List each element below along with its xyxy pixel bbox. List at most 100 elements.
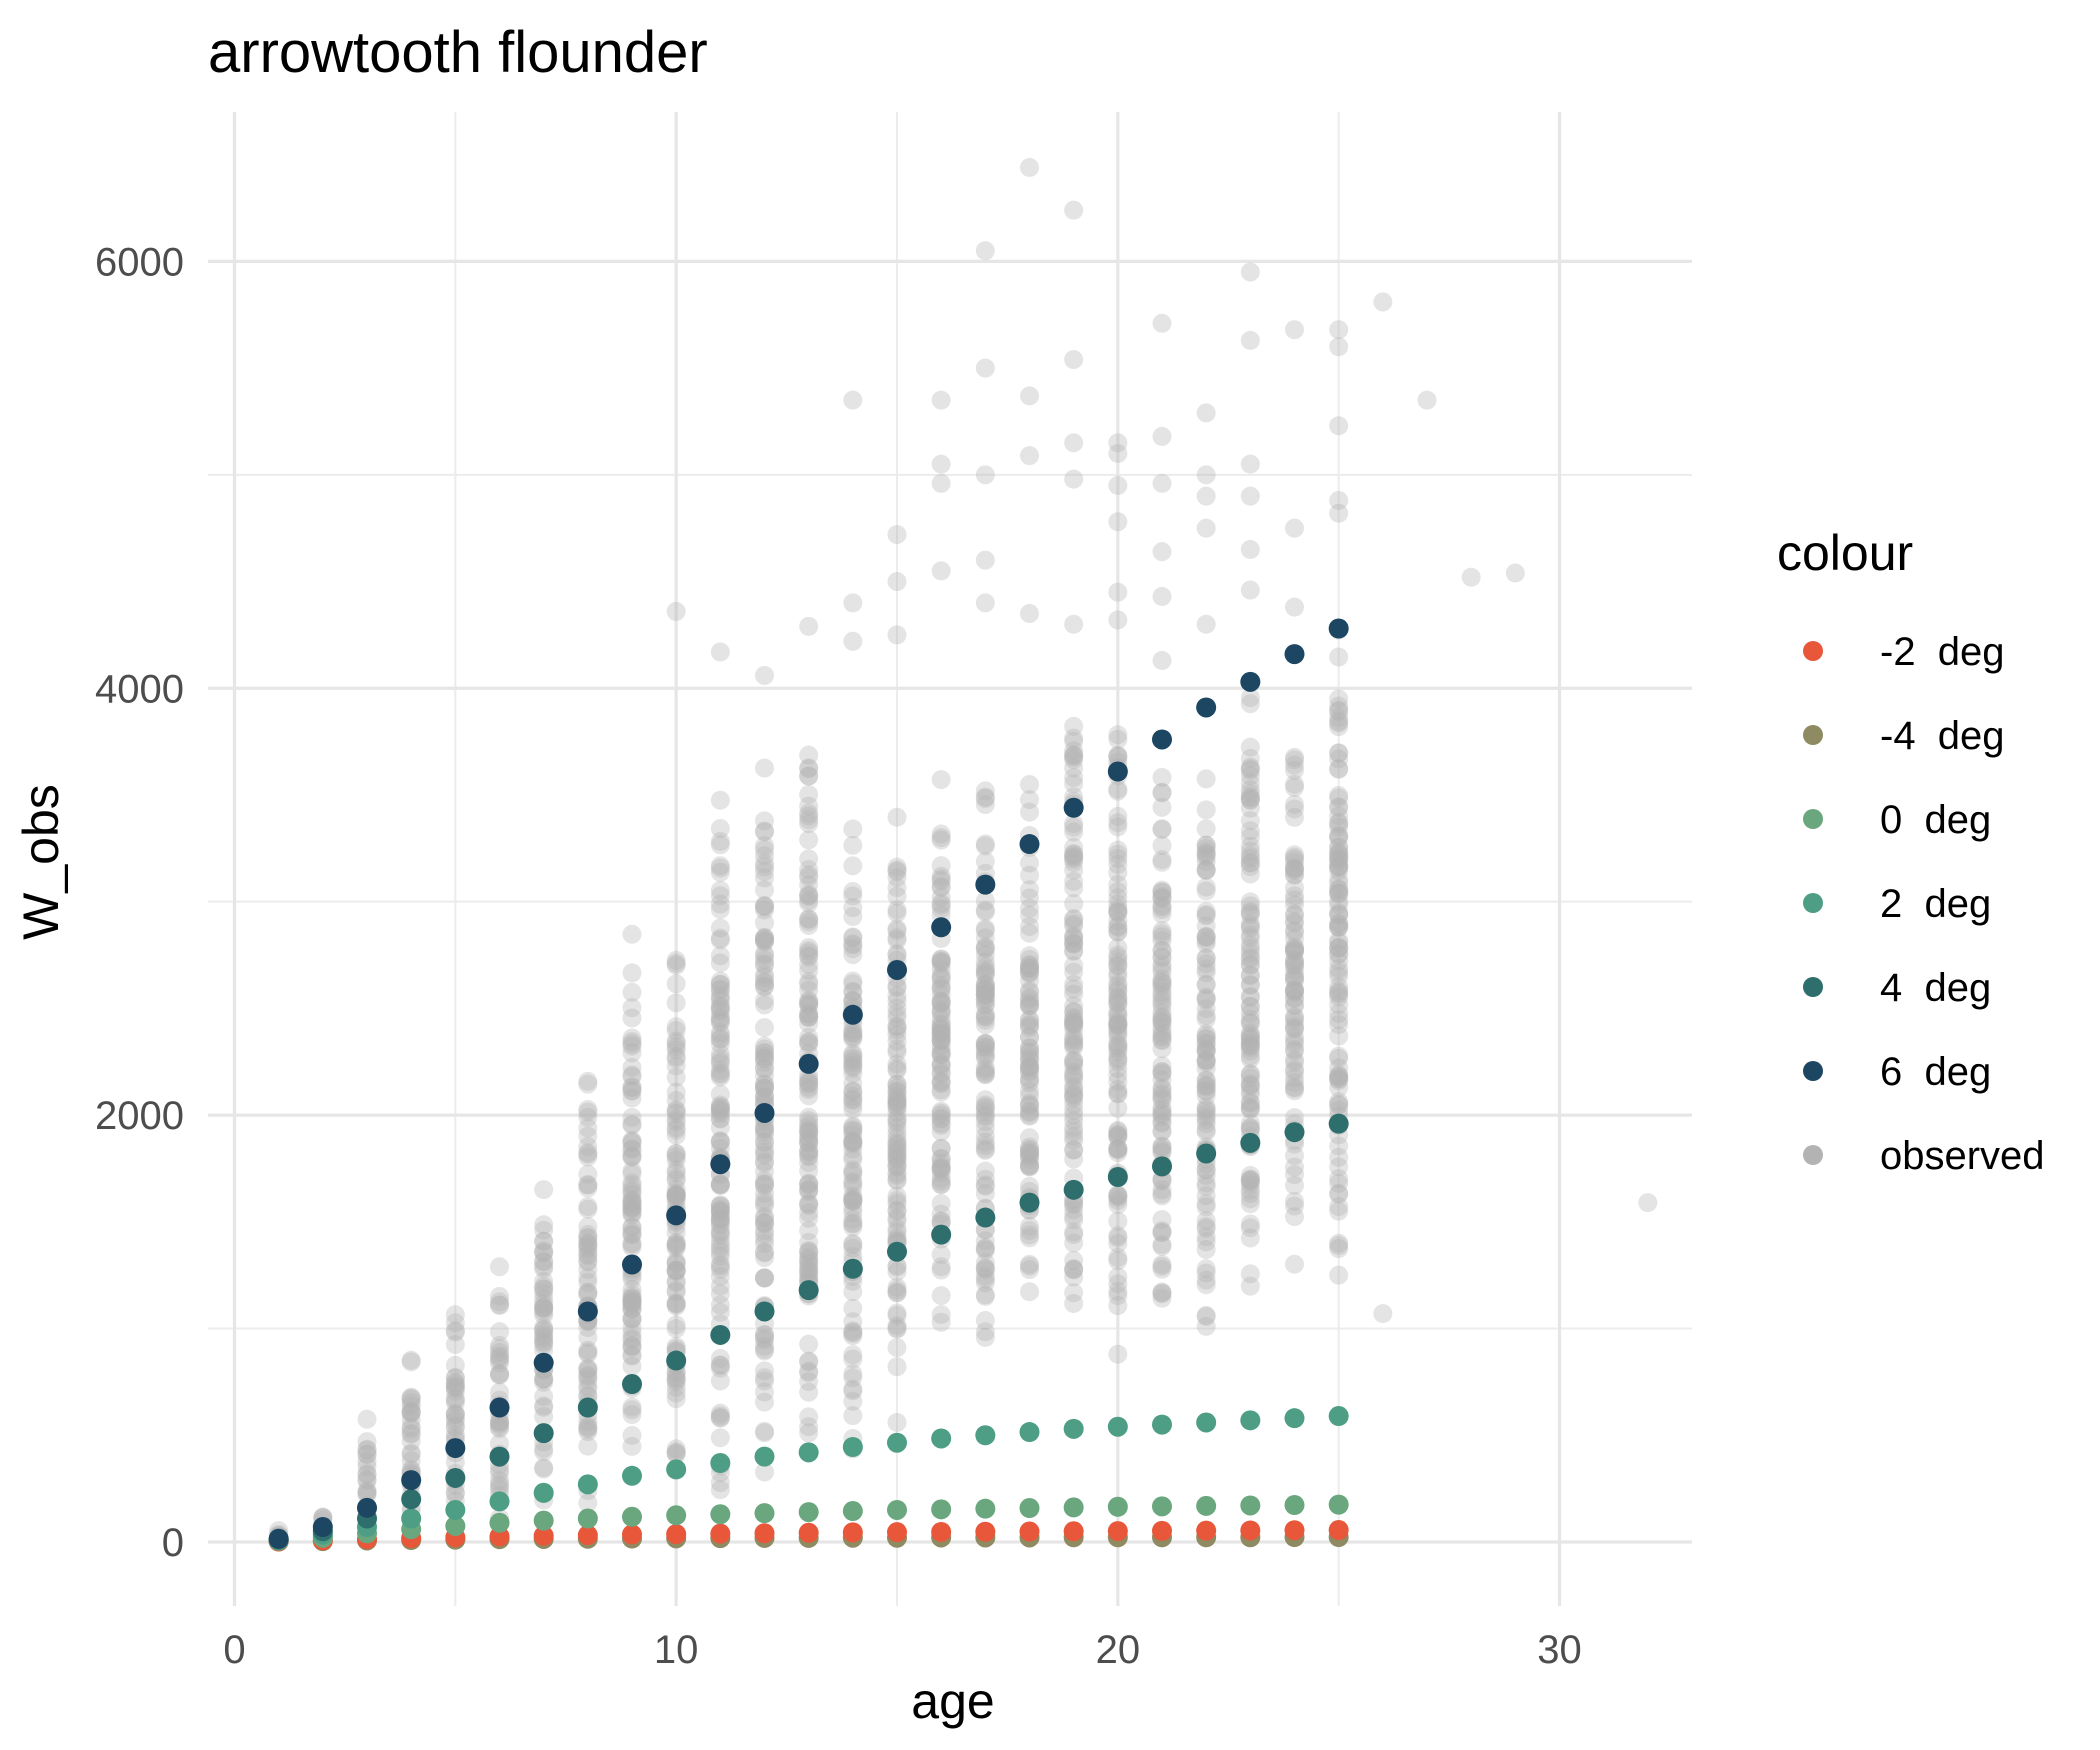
observed-point [1064,1051,1084,1071]
observed-point [534,1326,554,1346]
observed-point [975,1322,995,1342]
observed-point [1285,1196,1304,1216]
observed-point [622,1309,642,1329]
observed-point [887,1097,907,1117]
observed-point [622,1182,642,1202]
observed-point [755,896,774,916]
observed-point [799,994,819,1014]
observed-point [710,1221,730,1241]
observed-point [1064,1050,1084,1070]
observed-point [843,1132,863,1152]
observed-point [1108,806,1128,826]
observed-point [975,1273,995,1293]
observed-point [1285,865,1304,885]
observed-point [1152,1223,1172,1243]
legend-label: 6 deg [1880,1050,1991,1094]
observed-point [1240,853,1260,873]
observed-point [1064,716,1084,736]
observed-point [1064,1094,1084,1114]
observed-point [975,1184,995,1204]
observed-point [622,1330,642,1350]
observed-point [1020,1027,1039,1047]
observed-point [1152,897,1172,917]
observed-point [975,1260,995,1280]
series-point-2deg [710,1453,731,1474]
observed-point [666,1170,686,1190]
observed-point [1240,580,1260,600]
observed-point [887,1074,907,1094]
observed-point [666,1186,686,1206]
observed-point [1329,849,1349,869]
observed-point [1020,993,1039,1013]
observed-point [975,1258,995,1278]
observed-point [843,1055,863,1075]
observed-point [1020,1146,1039,1166]
observed-point [534,1369,554,1389]
observed-point [1240,737,1260,757]
observed-point [622,1198,642,1218]
observed-point [843,1312,863,1332]
observed-point [1108,1251,1128,1271]
observed-point [1020,1156,1039,1176]
observed-point [931,1035,951,1055]
observed-point [887,1283,907,1303]
observed-point [799,980,819,1000]
observed-point [1064,1002,1084,1022]
observed-point [843,1139,863,1159]
observed-point [1108,1042,1128,1062]
observed-point [799,1078,819,1098]
observed-point [710,1202,730,1222]
observed-point [931,1305,951,1325]
observed-point [710,1355,730,1375]
observed-point [1152,882,1172,902]
observed-point [1152,1039,1172,1059]
series-point-6deg [798,1053,819,1074]
observed-point [931,1062,951,1082]
observed-point [1152,1137,1172,1157]
observed-point [534,1369,554,1389]
observed-point [1064,974,1084,994]
observed-point [1240,1180,1260,1200]
observed-point [534,1458,554,1478]
observed-point [1064,1070,1084,1090]
observed-point [666,1383,686,1403]
series-point-6deg [842,1004,863,1025]
observed-point [666,1037,686,1057]
observed-point [887,1088,907,1108]
series-point-6deg [1240,671,1261,692]
observed-point [887,1283,907,1303]
observed-point [975,358,995,378]
series-point-0deg [1240,1495,1261,1516]
observed-point [1064,1011,1084,1031]
observed-point [755,1190,774,1210]
observed-point [931,877,951,897]
observed-point [931,1023,951,1043]
observed-point [1240,846,1260,866]
observed-point [755,665,774,685]
observed-point [1064,996,1084,1016]
observed-point [401,1402,421,1422]
observed-point [1285,922,1304,942]
observed-point [666,1021,686,1041]
observed-point [622,1193,642,1213]
observed-point [975,1231,995,1251]
observed-point [755,1361,774,1381]
series-point-6deg [754,1102,775,1123]
observed-point [843,1235,863,1255]
observed-point [1108,863,1128,883]
observed-point [622,1197,642,1217]
observed-point [843,1132,863,1152]
observed-point [1108,1233,1128,1253]
observed-point [1196,1218,1216,1238]
observed-point [622,1008,642,1028]
observed-point [622,1299,642,1319]
observed-point [710,894,730,914]
observed-point [887,807,907,827]
series-point-minus2deg [533,1525,554,1546]
observed-point [710,1099,730,1119]
observed-point [1329,416,1349,436]
observed-point [1285,979,1304,999]
observed-point [710,1012,730,1032]
observed-point [1152,426,1172,446]
observed-point [710,1210,730,1230]
